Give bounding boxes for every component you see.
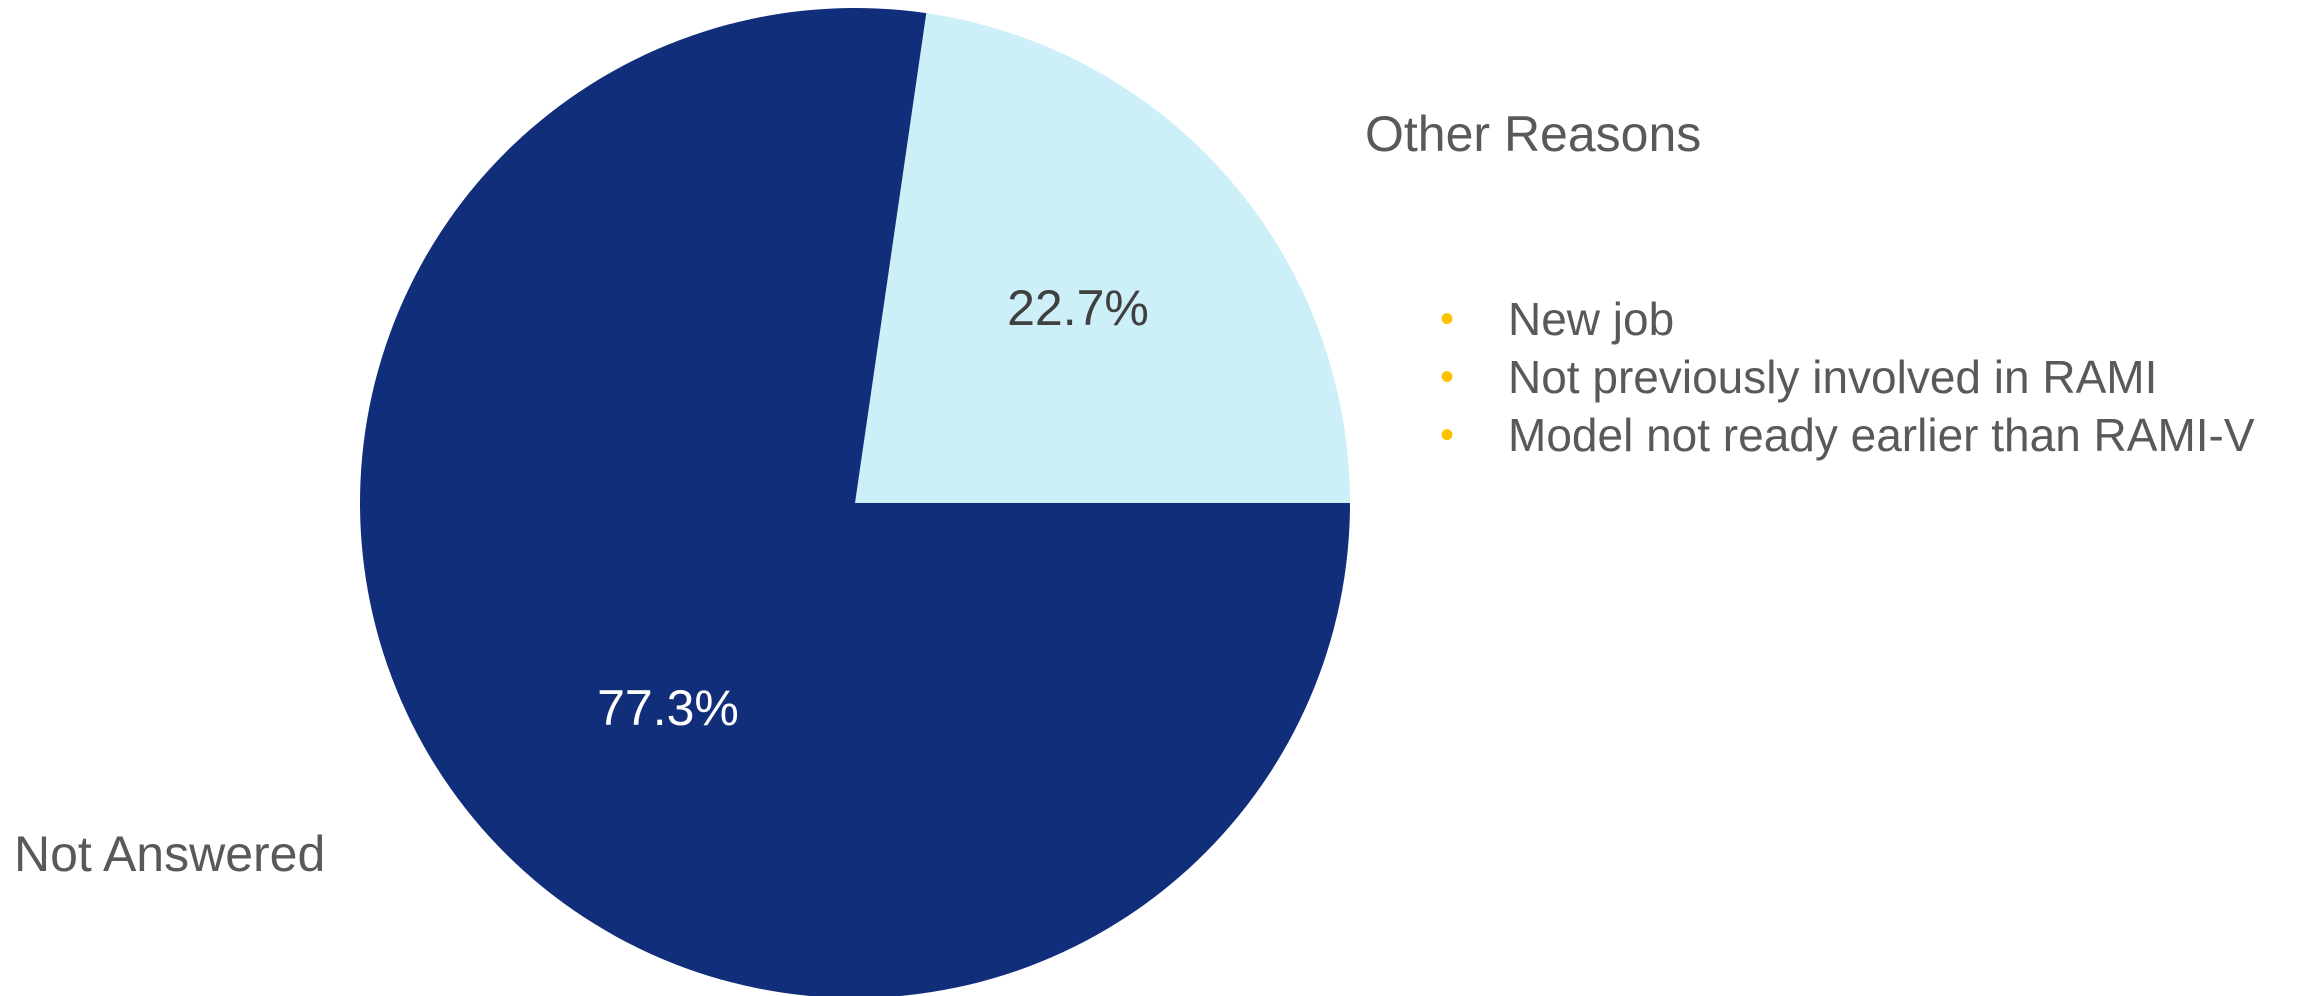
pie-slice-not-answered bbox=[360, 8, 1350, 996]
reason-text: New job bbox=[1508, 293, 1675, 345]
reasons-list: • New job • Not previously involved in RAM… bbox=[1440, 290, 2255, 464]
bullet-icon: • bbox=[1440, 297, 1455, 341]
value-label-other-reasons: 22.7% bbox=[1007, 280, 1149, 336]
reason-text: Not previously involved in RAMI bbox=[1508, 351, 2158, 403]
reason-item: • New job bbox=[1440, 290, 2255, 348]
pie-slice-other-reasons bbox=[855, 13, 1350, 504]
reason-item: • Model not ready earlier than RAMI-V bbox=[1440, 406, 2255, 464]
reason-item: • Not previously involved in RAMI bbox=[1440, 348, 2255, 406]
bullet-icon: • bbox=[1440, 413, 1455, 457]
reason-text: Model not ready earlier than RAMI-V bbox=[1508, 409, 2255, 461]
category-label-other-reasons: Other Reasons bbox=[1365, 106, 1702, 162]
bullet-icon: • bbox=[1440, 355, 1455, 399]
value-label-not-answered: 77.3% bbox=[597, 680, 739, 736]
category-label-not-answered: Not Answered bbox=[14, 826, 326, 882]
